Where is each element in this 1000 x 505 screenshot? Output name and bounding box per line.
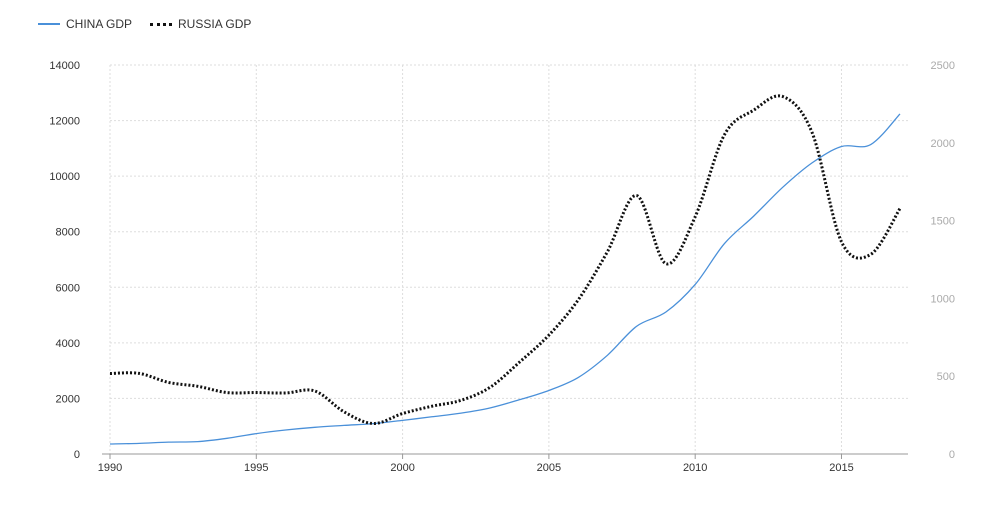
legend-item-russia[interactable]: RUSSIA GDP xyxy=(150,17,251,31)
legend: CHINA GDP RUSSIA GDP xyxy=(38,17,251,31)
y-left-tick-label: 0 xyxy=(74,449,80,461)
y-left-tick-label: 2000 xyxy=(56,393,80,405)
legend-swatch-russia xyxy=(150,22,173,26)
x-tick-label: 1995 xyxy=(244,462,268,474)
x-tick-label: 2005 xyxy=(537,462,561,474)
legend-swatch-china xyxy=(38,23,60,25)
grid-layer xyxy=(109,64,908,455)
series-line-china-gdp xyxy=(109,113,901,445)
series-line-russia-gdp xyxy=(109,94,902,426)
y-right-tick-label: 2500 xyxy=(931,60,955,72)
y-right-tick-label: 1500 xyxy=(931,216,955,228)
y-right-tick-label: 1000 xyxy=(931,293,955,305)
legend-label-russia: RUSSIA GDP xyxy=(178,17,252,31)
axis-layer: 0 2000 4000 6000 8000 10000 12000 14000 0 500 1000… xyxy=(49,60,955,474)
y-left-tick-label: 12000 xyxy=(49,116,80,128)
y-right-tick-label: 2000 xyxy=(931,138,955,150)
y-right-tick-label: 0 xyxy=(949,449,955,461)
y-left-tick-label: 6000 xyxy=(56,282,80,294)
series-layer xyxy=(109,94,902,445)
y-right-tick-label: 500 xyxy=(937,371,955,383)
x-tick-label: 2010 xyxy=(683,462,707,474)
x-tick-label: 1990 xyxy=(98,462,122,474)
legend-item-china[interactable]: CHINA GDP xyxy=(38,17,132,31)
legend-label-china: CHINA GDP xyxy=(66,17,133,31)
y-left-tick-label: 4000 xyxy=(56,338,80,350)
y-left-tick-label: 14000 xyxy=(49,60,80,72)
x-tick-label: 2015 xyxy=(829,462,853,474)
x-tick-label: 2000 xyxy=(390,462,414,474)
y-left-tick-label: 8000 xyxy=(56,227,80,239)
y-left-tick-label: 10000 xyxy=(49,171,80,183)
